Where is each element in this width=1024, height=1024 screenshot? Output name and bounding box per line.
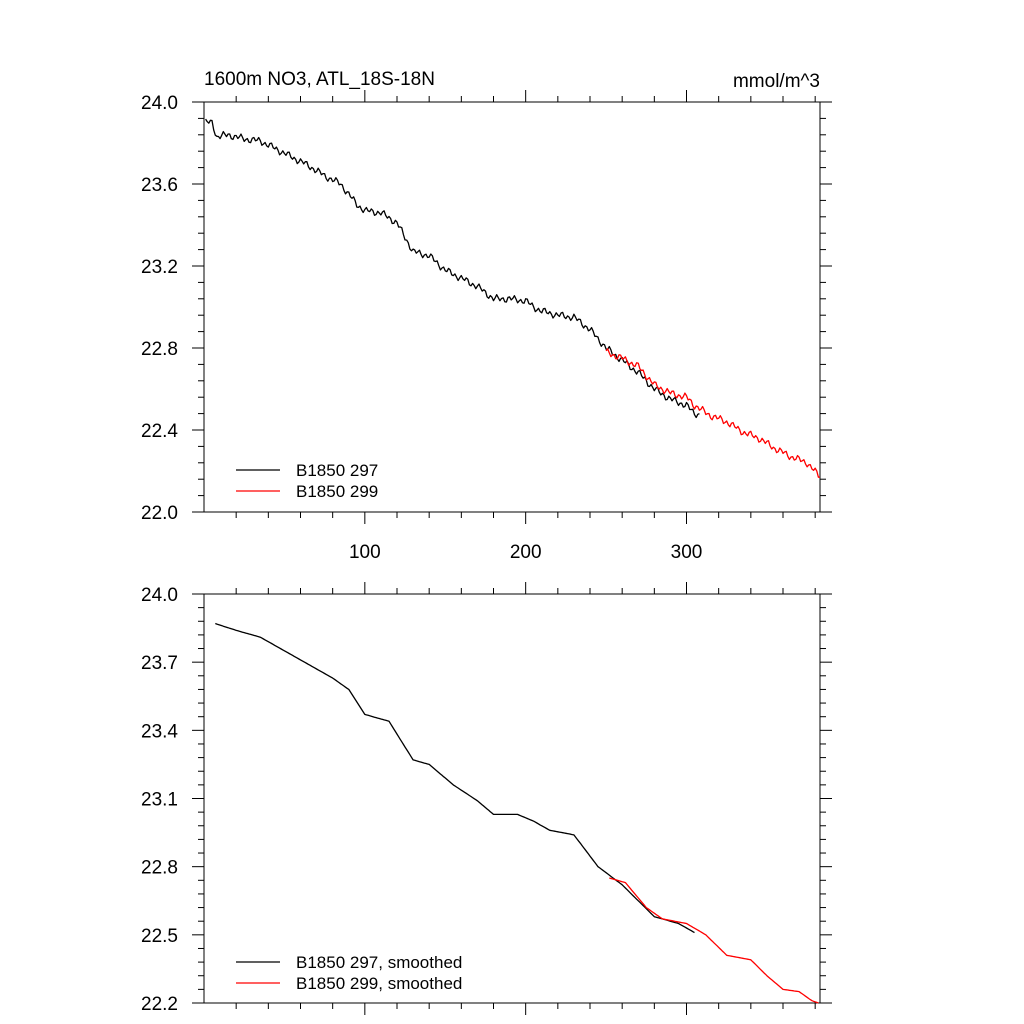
x-tick-label: 100 xyxy=(349,542,381,563)
series-line-1 xyxy=(215,622,695,934)
y-tick-label: 24.0 xyxy=(141,93,178,114)
top-panel: 22.0 22.4 22.8 23.2 23.6 24.0 100 200 300 1600m N… xyxy=(141,69,832,563)
bottom-panel: 22.2 22.5 22.8 23.1 23.4 23.7 24.0 B1850 297, s… xyxy=(141,582,832,1015)
series-line-1 xyxy=(205,118,700,419)
y-tick-label: 22.2 xyxy=(141,994,178,1015)
x-tick-label: 300 xyxy=(671,542,703,563)
plot-frame xyxy=(203,593,821,1004)
y-tick-label: 23.7 xyxy=(141,653,178,674)
y-tick-label: 24.0 xyxy=(141,585,178,606)
y-tick-label: 23.4 xyxy=(141,721,178,742)
plot-frame xyxy=(203,101,821,513)
y-tick-label: 23.6 xyxy=(141,175,178,196)
legend-label-1: B1850 297 xyxy=(296,461,378,480)
y-tick-label: 22.0 xyxy=(141,503,178,524)
y-tick-label: 22.5 xyxy=(141,926,178,947)
legend-label-2: B1850 299, smoothed xyxy=(296,974,462,993)
chart-title: 1600m NO3, ATL_18S-18N xyxy=(204,69,435,90)
series-line-2 xyxy=(605,348,821,478)
series-line-2 xyxy=(609,877,819,1004)
units-label: mmol/m^3 xyxy=(733,71,820,92)
y-tick-label: 22.8 xyxy=(141,339,178,360)
x-tick-label: 200 xyxy=(510,542,542,563)
y-tick-label: 23.1 xyxy=(141,790,178,811)
legend-label-1: B1850 297, smoothed xyxy=(296,953,462,972)
y-tick-label: 22.4 xyxy=(141,421,178,442)
y-tick-label: 22.8 xyxy=(141,858,178,879)
legend-label-2: B1850 299 xyxy=(296,482,378,501)
y-tick-label: 23.2 xyxy=(141,257,178,278)
